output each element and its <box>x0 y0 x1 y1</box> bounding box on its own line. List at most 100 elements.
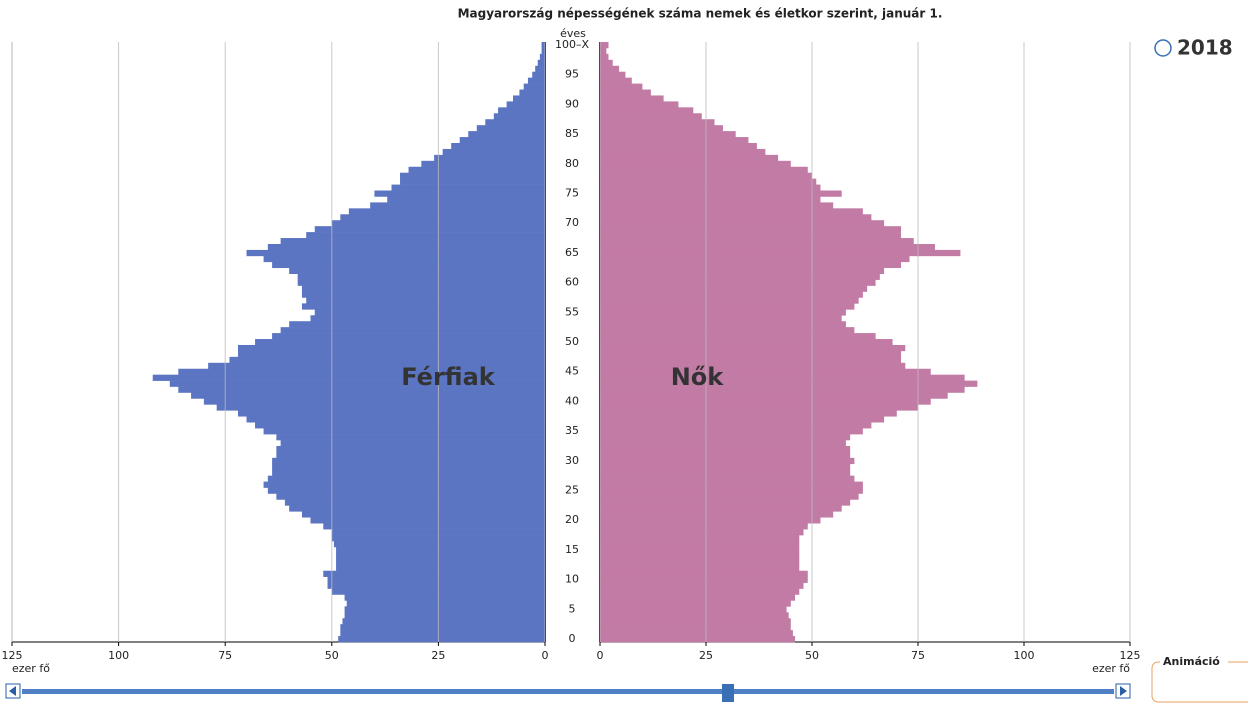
bar <box>600 404 918 411</box>
bar <box>600 523 808 530</box>
bar <box>255 422 545 429</box>
bar <box>600 125 723 132</box>
bar <box>600 279 876 286</box>
bar <box>600 582 804 589</box>
bar <box>208 362 546 370</box>
y-tick-label: 80 <box>565 157 579 170</box>
bar <box>272 457 545 465</box>
bar <box>600 107 694 114</box>
x-axis-label: ezer fő <box>1092 662 1130 675</box>
bar <box>327 576 545 583</box>
bar <box>600 101 679 108</box>
y-tick-label: 55 <box>565 305 579 318</box>
y-tick-label: 20 <box>565 513 579 526</box>
bar <box>374 190 545 197</box>
y-tick-label: 30 <box>565 454 579 467</box>
bar <box>537 59 545 67</box>
bar <box>246 249 545 257</box>
bar <box>323 570 545 577</box>
y-tick-label: 95 <box>565 68 579 81</box>
y-tick-label: 70 <box>565 216 579 229</box>
bar <box>297 279 545 286</box>
bar <box>344 606 545 613</box>
bar <box>600 618 791 625</box>
bar <box>600 410 897 417</box>
bar <box>600 255 910 263</box>
bar <box>276 451 545 459</box>
bar <box>600 238 914 245</box>
slider-thumb[interactable] <box>722 684 734 702</box>
bar <box>600 594 796 601</box>
bar <box>600 166 808 173</box>
bar <box>600 89 651 96</box>
bar <box>600 53 609 61</box>
bar <box>314 226 545 233</box>
bar <box>434 154 545 162</box>
bar <box>600 600 791 607</box>
bar <box>600 386 965 393</box>
bar <box>237 350 545 358</box>
y-tick-label: 90 <box>565 97 579 110</box>
bar <box>152 374 545 381</box>
bar <box>600 374 965 381</box>
bar <box>600 380 978 387</box>
bar <box>301 291 545 298</box>
bar <box>169 380 545 387</box>
bar <box>600 475 855 482</box>
bar <box>600 142 757 150</box>
bar <box>600 321 846 328</box>
bar <box>459 137 545 144</box>
bar <box>387 196 545 203</box>
bar <box>600 208 863 215</box>
bar <box>600 95 664 102</box>
bar <box>600 463 851 471</box>
bar <box>600 570 808 577</box>
chart-title: Magyarország népességének száma nemek és… <box>458 7 943 21</box>
bar <box>600 535 800 542</box>
bar <box>272 463 545 471</box>
bar <box>600 362 906 370</box>
bar <box>600 368 931 375</box>
y-tick-label: 75 <box>565 186 579 199</box>
bar <box>344 612 545 619</box>
bar <box>539 53 545 61</box>
bar <box>600 487 863 494</box>
bar <box>493 113 545 120</box>
lock-icon[interactable] <box>1154 39 1172 57</box>
bar <box>476 125 545 132</box>
bar <box>523 83 545 90</box>
x-tick-label: 75 <box>911 649 925 662</box>
bar <box>263 481 545 488</box>
bar <box>600 428 863 435</box>
bar <box>203 398 545 405</box>
x-tick-label: 50 <box>805 649 819 662</box>
x-axis-label: ezer fő <box>12 662 50 675</box>
bar <box>600 226 902 233</box>
bar <box>306 297 545 304</box>
bar <box>541 47 545 55</box>
bar <box>451 142 545 150</box>
bar <box>600 517 821 524</box>
bar <box>600 137 749 144</box>
x-tick-label: 100 <box>1014 649 1035 662</box>
bar <box>280 327 545 334</box>
x-tick-label: 100 <box>108 649 129 662</box>
bar <box>191 392 545 399</box>
bar <box>336 546 545 554</box>
bar <box>600 440 846 447</box>
bar <box>600 261 902 269</box>
series-label: Férfiak <box>401 363 496 391</box>
year-label: 2018 <box>1177 36 1233 60</box>
bar <box>600 350 902 358</box>
bar <box>600 220 885 227</box>
bar <box>600 243 935 251</box>
bar <box>280 238 545 245</box>
bar <box>267 243 545 251</box>
bar <box>600 606 787 613</box>
bar <box>600 469 851 476</box>
bar <box>340 630 545 637</box>
bar <box>600 529 804 536</box>
bar <box>600 113 702 120</box>
slider-track[interactable] <box>22 689 1114 694</box>
